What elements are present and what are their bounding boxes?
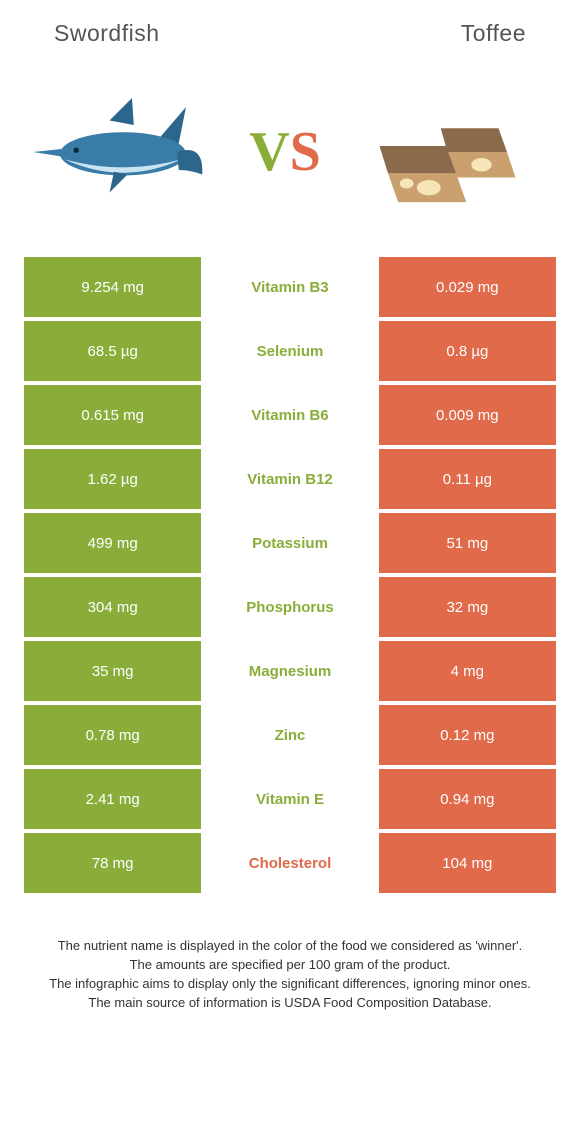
- footnote-line: The main source of information is USDA F…: [32, 994, 548, 1013]
- left-value-cell: 78 mg: [24, 833, 201, 893]
- footnotes: The nutrient name is displayed in the co…: [24, 897, 556, 1012]
- left-value-cell: 35 mg: [24, 641, 201, 701]
- swordfish-image: [24, 77, 204, 227]
- footnote-line: The nutrient name is displayed in the co…: [32, 937, 548, 956]
- toffee-image: [366, 77, 546, 227]
- vs-label: VS: [230, 120, 340, 184]
- left-value-cell: 304 mg: [24, 577, 201, 637]
- hero-row: VS: [24, 57, 556, 257]
- right-value-cell: 4 mg: [379, 641, 556, 701]
- nutrient-name-cell: Phosphorus: [201, 577, 378, 637]
- nutrient-row: 1.62 µgVitamin B120.11 µg: [24, 449, 556, 509]
- nutrient-row: 0.78 mgZinc0.12 mg: [24, 705, 556, 765]
- left-food-title: Swordfish: [54, 20, 159, 47]
- right-value-cell: 0.029 mg: [379, 257, 556, 317]
- nutrient-row: 0.615 mgVitamin B60.009 mg: [24, 385, 556, 445]
- nutrient-name-cell: Magnesium: [201, 641, 378, 701]
- nutrient-row: 2.41 mgVitamin E0.94 mg: [24, 769, 556, 829]
- left-value-cell: 0.615 mg: [24, 385, 201, 445]
- right-food-title: Toffee: [461, 20, 526, 47]
- right-value-cell: 0.94 mg: [379, 769, 556, 829]
- right-value-cell: 0.12 mg: [379, 705, 556, 765]
- right-value-cell: 32 mg: [379, 577, 556, 637]
- nutrient-row: 68.5 µgSelenium0.8 µg: [24, 321, 556, 381]
- nutrient-name-cell: Vitamin B6: [201, 385, 378, 445]
- nutrient-row: 9.254 mgVitamin B30.029 mg: [24, 257, 556, 317]
- footnote-line: The amounts are specified per 100 gram o…: [32, 956, 548, 975]
- right-value-cell: 51 mg: [379, 513, 556, 573]
- right-value-cell: 0.009 mg: [379, 385, 556, 445]
- left-value-cell: 499 mg: [24, 513, 201, 573]
- nutrient-name-cell: Zinc: [201, 705, 378, 765]
- nutrient-row: 304 mgPhosphorus32 mg: [24, 577, 556, 637]
- left-value-cell: 0.78 mg: [24, 705, 201, 765]
- vs-letter-v: V: [249, 121, 289, 183]
- left-value-cell: 2.41 mg: [24, 769, 201, 829]
- vs-letter-s: S: [290, 121, 321, 183]
- header-titles: Swordfish Toffee: [24, 20, 556, 57]
- left-value-cell: 9.254 mg: [24, 257, 201, 317]
- right-value-cell: 104 mg: [379, 833, 556, 893]
- nutrient-name-cell: Selenium: [201, 321, 378, 381]
- infographic-container: Swordfish Toffee VS: [0, 0, 580, 1032]
- nutrient-name-cell: Vitamin E: [201, 769, 378, 829]
- right-value-cell: 0.8 µg: [379, 321, 556, 381]
- nutrient-row: 499 mgPotassium51 mg: [24, 513, 556, 573]
- left-value-cell: 1.62 µg: [24, 449, 201, 509]
- footnote-line: The infographic aims to display only the…: [32, 975, 548, 994]
- right-value-cell: 0.11 µg: [379, 449, 556, 509]
- left-value-cell: 68.5 µg: [24, 321, 201, 381]
- nutrient-name-cell: Cholesterol: [201, 833, 378, 893]
- nutrient-name-cell: Potassium: [201, 513, 378, 573]
- nutrient-row: 35 mgMagnesium4 mg: [24, 641, 556, 701]
- nutrient-name-cell: Vitamin B12: [201, 449, 378, 509]
- nutrient-table: 9.254 mgVitamin B30.029 mg68.5 µgSeleniu…: [24, 257, 556, 893]
- nutrient-name-cell: Vitamin B3: [201, 257, 378, 317]
- nutrient-row: 78 mgCholesterol104 mg: [24, 833, 556, 893]
